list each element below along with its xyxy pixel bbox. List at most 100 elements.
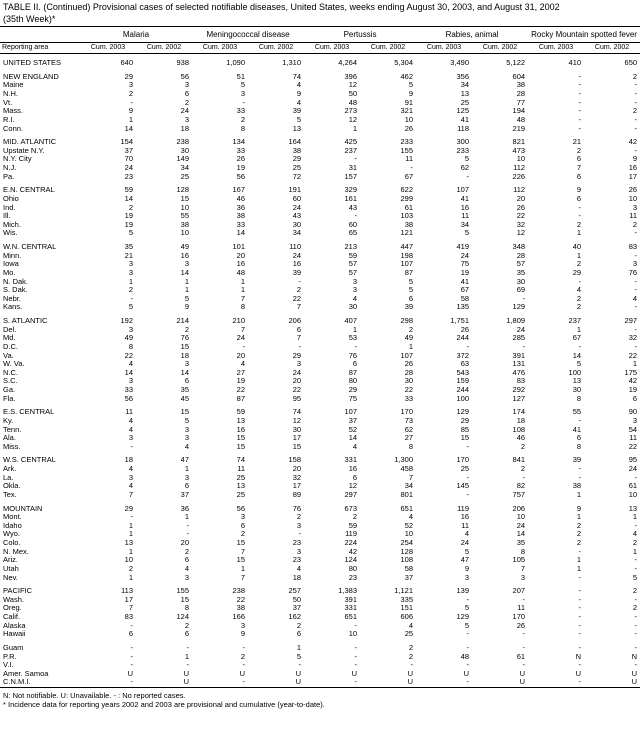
value-cell: -: [416, 173, 472, 182]
value-cell: 166: [192, 613, 248, 622]
value-cell: 2: [528, 522, 584, 531]
value-cell: 24: [416, 539, 472, 548]
value-cell: -: [416, 678, 472, 687]
value-cell: 331: [304, 451, 360, 465]
value-cell: U: [528, 670, 584, 679]
value-cell: 5: [584, 574, 640, 583]
value-cell: 6: [528, 434, 584, 443]
value-cell: 41: [528, 426, 584, 435]
value-cell: 297: [584, 312, 640, 326]
value-cell: 3: [80, 474, 136, 483]
value-cell: 154: [80, 133, 136, 147]
value-cell: 1: [528, 229, 584, 238]
value-cell: 1: [248, 639, 304, 653]
table-row: Maine33541253438--: [0, 81, 640, 90]
value-cell: 167: [192, 181, 248, 195]
value-cell: -: [248, 278, 304, 287]
table-row: Hawaii66961025----: [0, 630, 640, 639]
value-cell: 3: [472, 574, 528, 583]
value-cell: 10: [584, 491, 640, 500]
table-row: P.R.-125-24861NN: [0, 653, 640, 662]
value-cell: 34: [248, 229, 304, 238]
value-cell: -: [472, 630, 528, 639]
value-cell: 3,490: [416, 54, 472, 68]
value-cell: 191: [248, 181, 304, 195]
value-cell: 821: [472, 133, 528, 147]
table-row: Minn.211620245919824281-: [0, 252, 640, 261]
value-cell: 5: [136, 295, 192, 304]
value-cell: 56: [192, 500, 248, 514]
table-row: UNITED STATES6409381,0901,3104,2645,3043…: [0, 54, 640, 68]
cum-header: Cum. 2003: [80, 43, 136, 54]
value-cell: 24: [584, 465, 640, 474]
value-cell: 3: [136, 474, 192, 483]
table-row: N.H.26395091328--: [0, 90, 640, 99]
table-row: Nebr.-57224658-24: [0, 295, 640, 304]
value-cell: -: [528, 622, 584, 631]
value-cell: 174: [472, 403, 528, 417]
table-row: Miss.-4151548-2822: [0, 443, 640, 452]
value-cell: 298: [360, 312, 416, 326]
value-cell: 14: [80, 125, 136, 134]
value-cell: 206: [248, 312, 304, 326]
value-cell: 90: [584, 403, 640, 417]
value-cell: 15: [136, 596, 192, 605]
value-cell: 55: [528, 403, 584, 417]
value-cell: 25: [416, 465, 472, 474]
value-cell: 6: [136, 90, 192, 99]
value-cell: 39: [248, 107, 304, 116]
value-cell: 6: [528, 155, 584, 164]
area-cell: UNITED STATES: [0, 54, 80, 68]
value-cell: 18: [136, 125, 192, 134]
table-row: Iowa33161657107755723: [0, 260, 640, 269]
value-cell: 237: [304, 147, 360, 156]
value-cell: -: [80, 622, 136, 631]
value-cell: 11: [584, 212, 640, 221]
value-cell: -: [80, 99, 136, 108]
table-row: MID. ATLANTIC154238134164425233300821214…: [0, 133, 640, 147]
value-cell: 348: [472, 238, 528, 252]
value-cell: 5: [416, 622, 472, 631]
table-row: S. Dak.21123567694-: [0, 286, 640, 295]
value-cell: -: [528, 116, 584, 125]
table-row: Guam---1-2----: [0, 639, 640, 653]
table-row: La.33253267----: [0, 474, 640, 483]
table-row: Okla.4613171234145823861: [0, 482, 640, 491]
table-row: Tex.7372589297801-757110: [0, 491, 640, 500]
value-cell: 1,809: [472, 312, 528, 326]
value-cell: -: [528, 465, 584, 474]
value-cell: 17: [584, 173, 640, 182]
value-cell: 4: [80, 426, 136, 435]
table-subtitle: (35th Week)*: [0, 14, 640, 26]
value-cell: 1: [528, 252, 584, 261]
value-cell: 10: [584, 195, 640, 204]
value-cell: 162: [248, 613, 304, 622]
value-cell: 5: [80, 229, 136, 238]
value-cell: 213: [304, 238, 360, 252]
value-cell: 1: [528, 513, 584, 522]
cum-header: Cum. 2002: [360, 43, 416, 54]
area-cell: Fla.: [0, 395, 80, 404]
value-cell: -: [416, 630, 472, 639]
value-cell: 257: [248, 582, 304, 596]
value-cell: 2: [80, 565, 136, 574]
value-cell: 3: [416, 574, 472, 583]
value-cell: 45: [136, 395, 192, 404]
table-row: N. Dak.111-354130--: [0, 278, 640, 287]
value-cell: 11: [416, 522, 472, 531]
value-cell: 7: [528, 164, 584, 173]
value-cell: 462: [360, 68, 416, 82]
table-row: Idaho1-63595211242-: [0, 522, 640, 531]
value-cell: -: [136, 639, 192, 653]
value-cell: -: [584, 613, 640, 622]
value-cell: 9: [192, 630, 248, 639]
value-cell: 2: [192, 653, 248, 662]
value-cell: 23: [248, 539, 304, 548]
value-cell: 2: [80, 90, 136, 99]
value-cell: -: [304, 678, 360, 687]
cum-header: Cum. 2003: [416, 43, 472, 54]
table-row: Wyo.1-2-1191041424: [0, 530, 640, 539]
table-row: R.I.132512104148--: [0, 116, 640, 125]
value-cell: 2: [584, 221, 640, 230]
value-cell: 237: [528, 312, 584, 326]
